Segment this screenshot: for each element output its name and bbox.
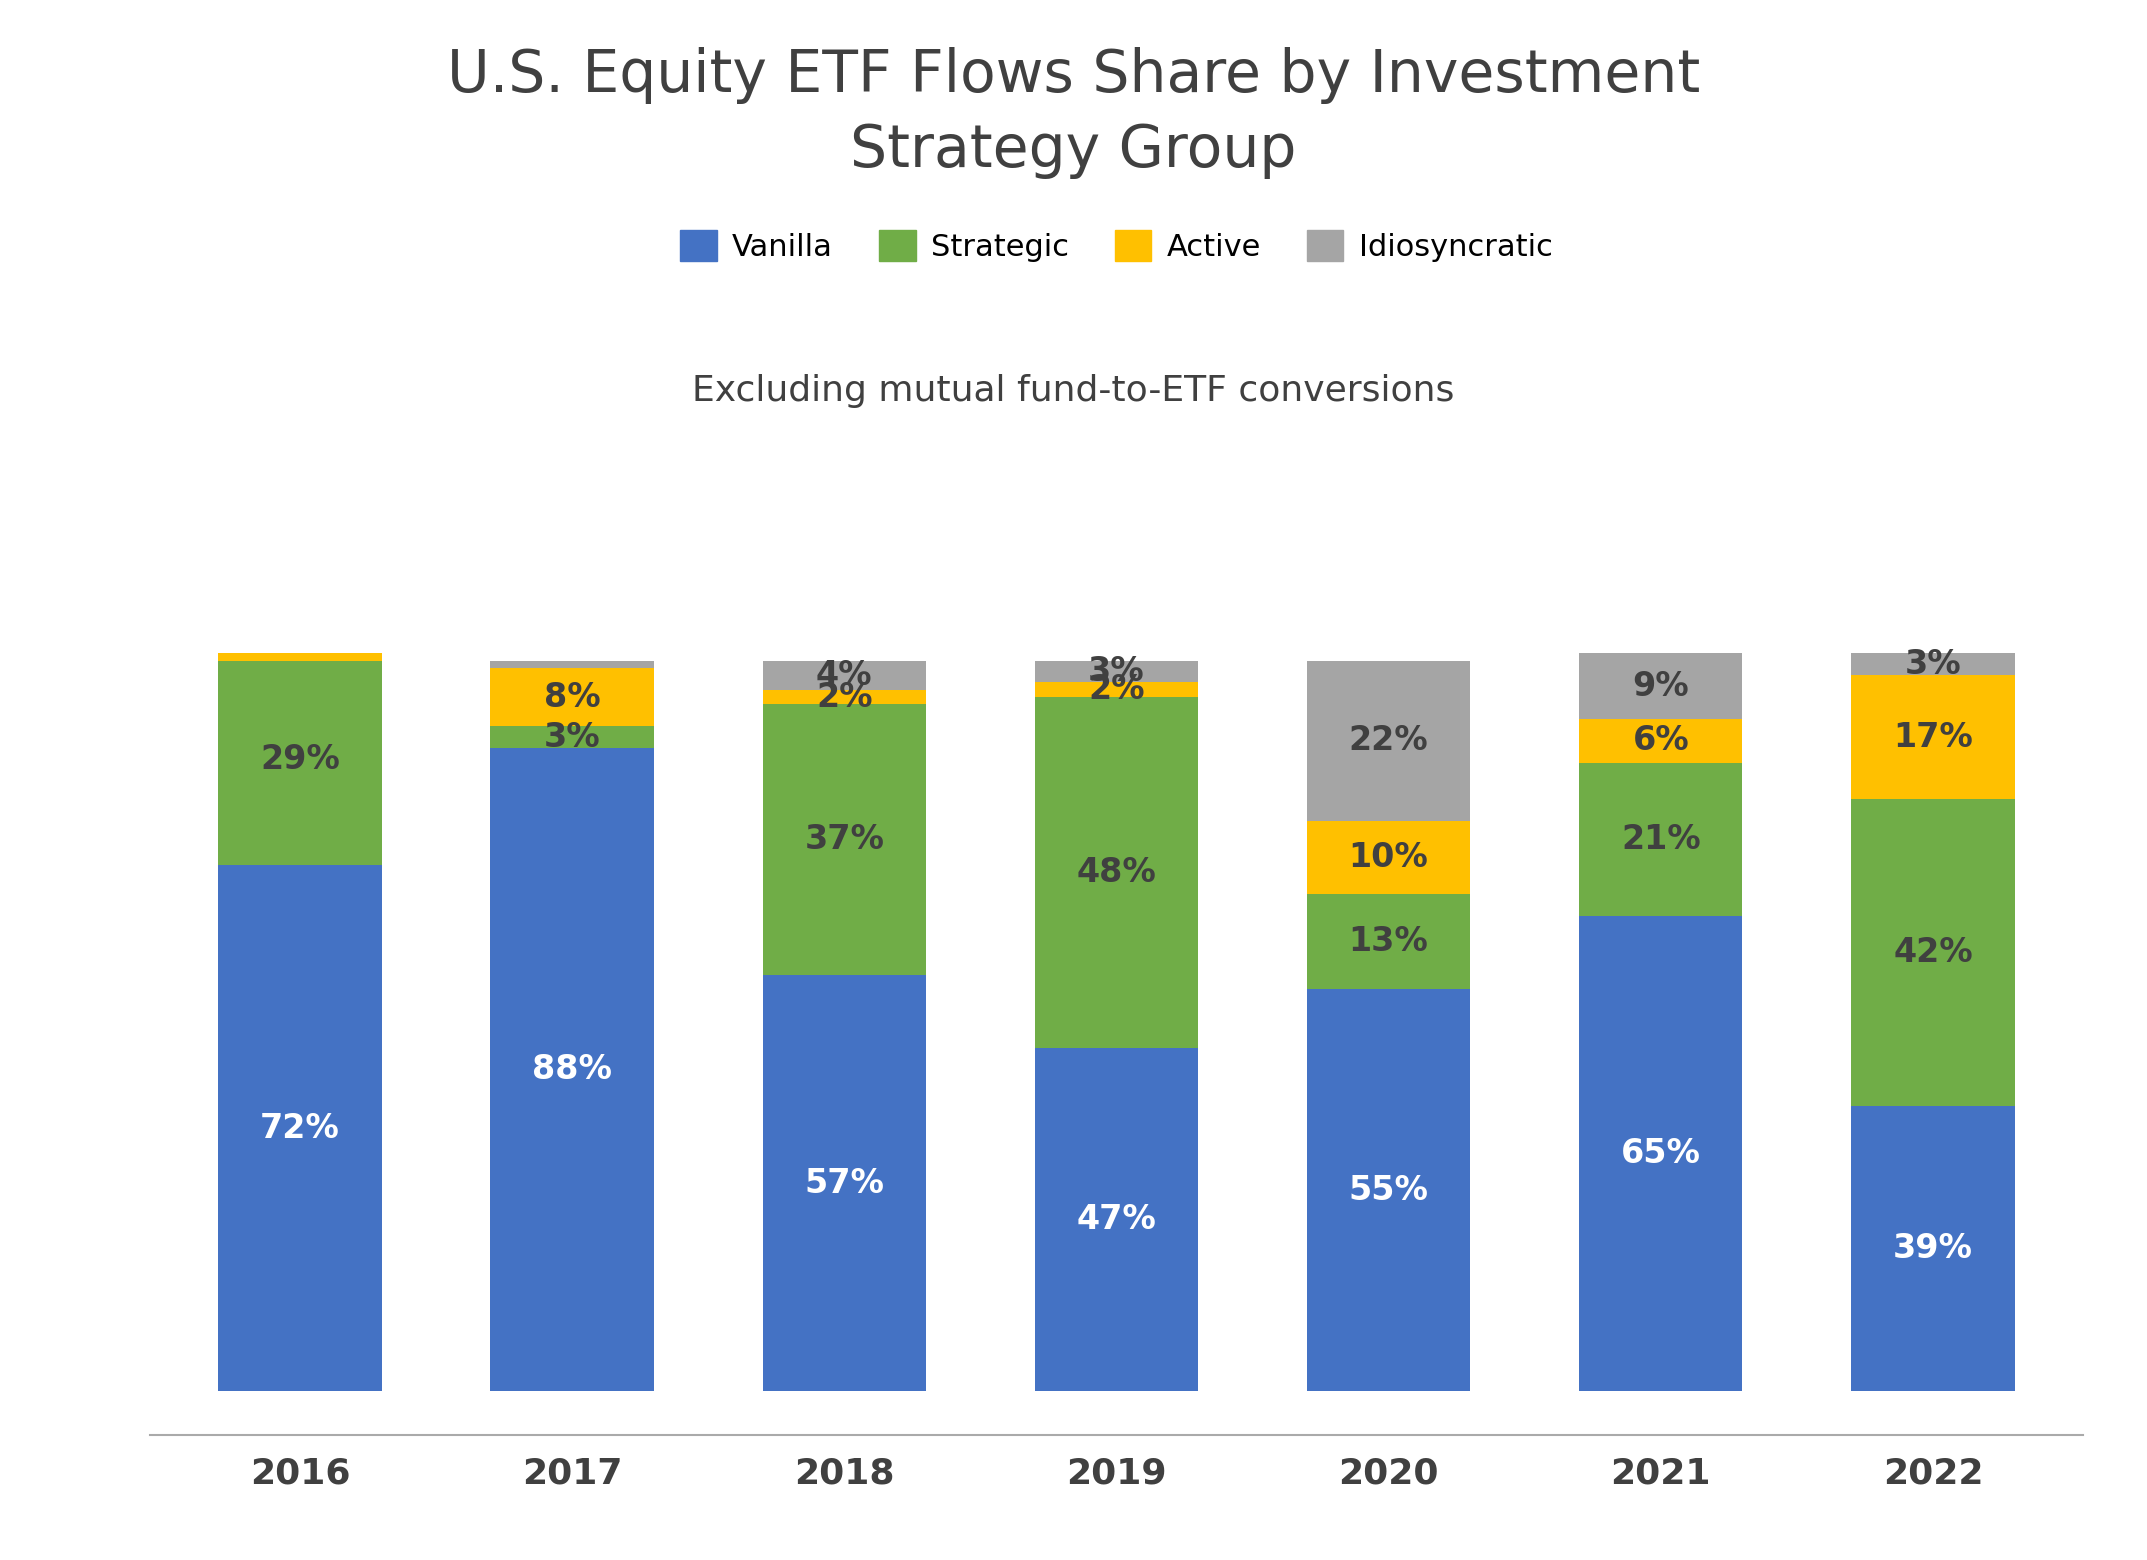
Bar bbox=[762, 975, 925, 1392]
Text: 29%: 29% bbox=[260, 743, 339, 775]
Bar bbox=[1578, 763, 1743, 916]
Text: 6%: 6% bbox=[1632, 724, 1690, 758]
Text: 3%: 3% bbox=[543, 721, 601, 753]
Bar bbox=[1851, 1106, 2014, 1392]
Text: 48%: 48% bbox=[1076, 856, 1157, 889]
Bar bbox=[1578, 654, 1743, 719]
Text: 72%: 72% bbox=[260, 1112, 339, 1145]
Bar bbox=[1578, 916, 1743, 1392]
Bar bbox=[1308, 894, 1471, 989]
Text: 10%: 10% bbox=[1348, 841, 1428, 874]
Text: 21%: 21% bbox=[1621, 824, 1700, 856]
Bar bbox=[762, 660, 925, 690]
Bar bbox=[1308, 821, 1471, 894]
Bar bbox=[1035, 660, 1198, 682]
Text: 39%: 39% bbox=[1894, 1232, 1973, 1265]
Text: 37%: 37% bbox=[805, 824, 885, 856]
Text: 3%: 3% bbox=[1089, 655, 1144, 688]
Bar bbox=[219, 866, 382, 1392]
Bar bbox=[1851, 675, 2014, 799]
Bar bbox=[219, 654, 382, 866]
Bar bbox=[1308, 660, 1471, 821]
Text: 47%: 47% bbox=[1076, 1203, 1157, 1236]
Text: Excluding mutual fund-to-ETF conversions: Excluding mutual fund-to-ETF conversions bbox=[691, 374, 1456, 409]
Text: 88%: 88% bbox=[532, 1053, 612, 1086]
Text: 17%: 17% bbox=[1894, 721, 1973, 753]
Text: U.S. Equity ETF Flows Share by Investment
Strategy Group: U.S. Equity ETF Flows Share by Investmen… bbox=[447, 47, 1700, 179]
Text: 2%: 2% bbox=[1089, 674, 1144, 707]
Bar bbox=[490, 749, 655, 1392]
Bar bbox=[762, 690, 925, 705]
Text: 3%: 3% bbox=[1904, 647, 1960, 680]
Text: 2%: 2% bbox=[816, 680, 872, 713]
Text: 13%: 13% bbox=[1348, 925, 1428, 958]
Text: 57%: 57% bbox=[805, 1167, 885, 1200]
Bar bbox=[1578, 719, 1743, 763]
Bar bbox=[1851, 654, 2014, 675]
Bar bbox=[219, 654, 382, 660]
Bar bbox=[1851, 799, 2014, 1106]
Bar bbox=[762, 705, 925, 975]
Text: 42%: 42% bbox=[1894, 936, 1973, 969]
Bar bbox=[1035, 697, 1198, 1048]
Text: 22%: 22% bbox=[1348, 724, 1428, 758]
Bar bbox=[1035, 682, 1198, 697]
Text: 65%: 65% bbox=[1621, 1137, 1700, 1170]
Bar bbox=[1308, 989, 1471, 1392]
Bar bbox=[490, 727, 655, 749]
Text: 8%: 8% bbox=[543, 680, 601, 713]
Bar bbox=[490, 668, 655, 727]
Legend: Vanilla, Strategic, Active, Idiosyncratic: Vanilla, Strategic, Active, Idiosyncrati… bbox=[668, 217, 1565, 275]
Bar bbox=[1035, 1048, 1198, 1392]
Text: 9%: 9% bbox=[1632, 669, 1690, 702]
Text: 4%: 4% bbox=[816, 658, 872, 691]
Bar bbox=[490, 660, 655, 668]
Text: 55%: 55% bbox=[1348, 1173, 1428, 1207]
